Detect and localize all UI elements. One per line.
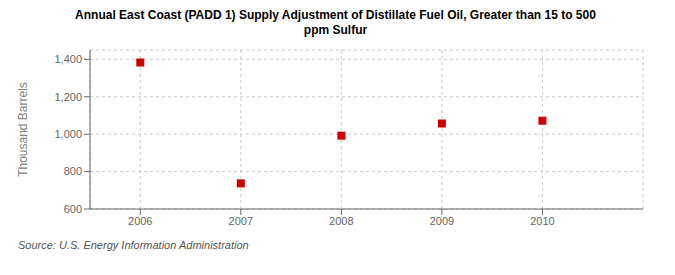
svg-text:Thousand Barrels: Thousand Barrels [16,82,30,177]
svg-text:1,400: 1,400 [54,53,82,65]
html-text:ppm Sulfur: ppm Sulfur [303,23,368,37]
svg-text:2008: 2008 [329,215,353,227]
svg-text:800: 800 [64,165,82,177]
svg-text:2006: 2006 [128,215,152,227]
html-text:Annual East Coast (PADD 1) Sup: Annual East Coast (PADD 1) Supply Adjust… [75,8,596,22]
svg-text:1,000: 1,000 [54,128,82,140]
svg-text:2009: 2009 [430,215,454,227]
svg-text:2010: 2010 [530,215,554,227]
svg-text:1,200: 1,200 [54,91,82,103]
svg-text:2007: 2007 [229,215,253,227]
html-text:Source: U.S. Energy Informatio: Source: U.S. Energy Information Administ… [18,239,249,251]
svg-text:600: 600 [64,203,82,215]
